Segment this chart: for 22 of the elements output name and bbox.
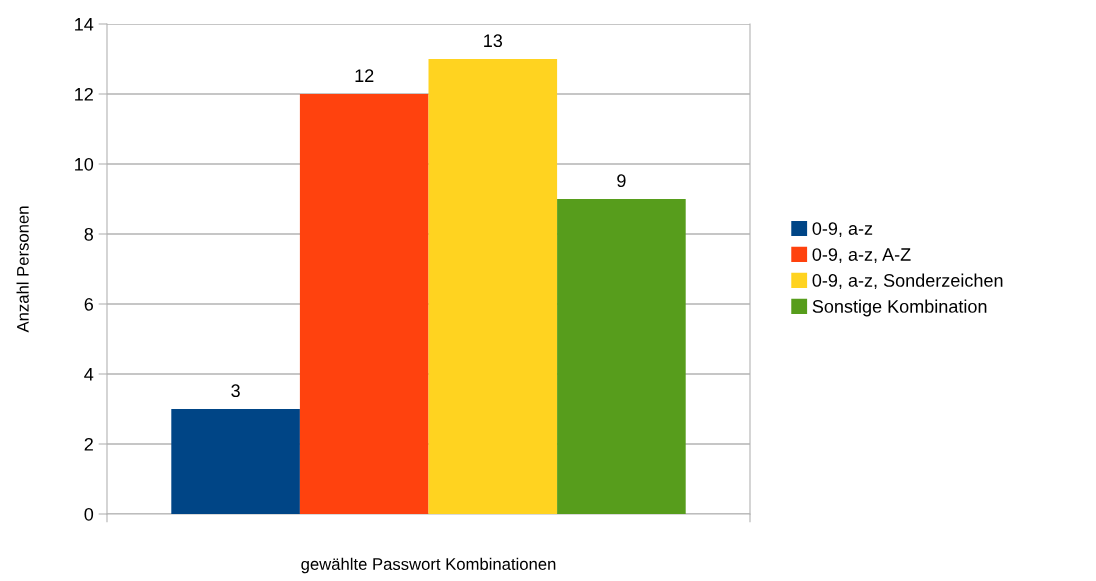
- y-tick-label: 14: [75, 18, 94, 31]
- y-tick-label: 0: [84, 507, 94, 521]
- legend-label: 0-9, a-z, Sonderzeichen: [812, 273, 1003, 289]
- data-label: 13: [484, 34, 503, 48]
- data-label: 12: [355, 69, 374, 82]
- bar: [557, 199, 686, 514]
- y-axis-title: Anzahl Personen: [16, 206, 29, 333]
- y-tick-label: 12: [75, 87, 93, 101]
- y-tick-label: 4: [84, 368, 94, 381]
- x-axis-title: gewählte Passwort Kombinationen: [301, 557, 556, 574]
- data-label: 9: [617, 174, 626, 188]
- legend-label: 0-9, a-z, A-Z: [812, 248, 911, 264]
- bar: [299, 94, 429, 514]
- legend-label: Sonstige Kombination: [812, 299, 987, 317]
- y-tick-label: 10: [75, 157, 94, 171]
- y-tick-label: 8: [84, 227, 94, 241]
- legend-label: 0-9, a-z: [812, 222, 873, 238]
- y-tick-label: 6: [84, 297, 94, 311]
- y-tick-label: 2: [84, 437, 93, 451]
- data-label: 3: [231, 384, 240, 398]
- bar: [171, 409, 300, 514]
- bar: [428, 59, 558, 514]
